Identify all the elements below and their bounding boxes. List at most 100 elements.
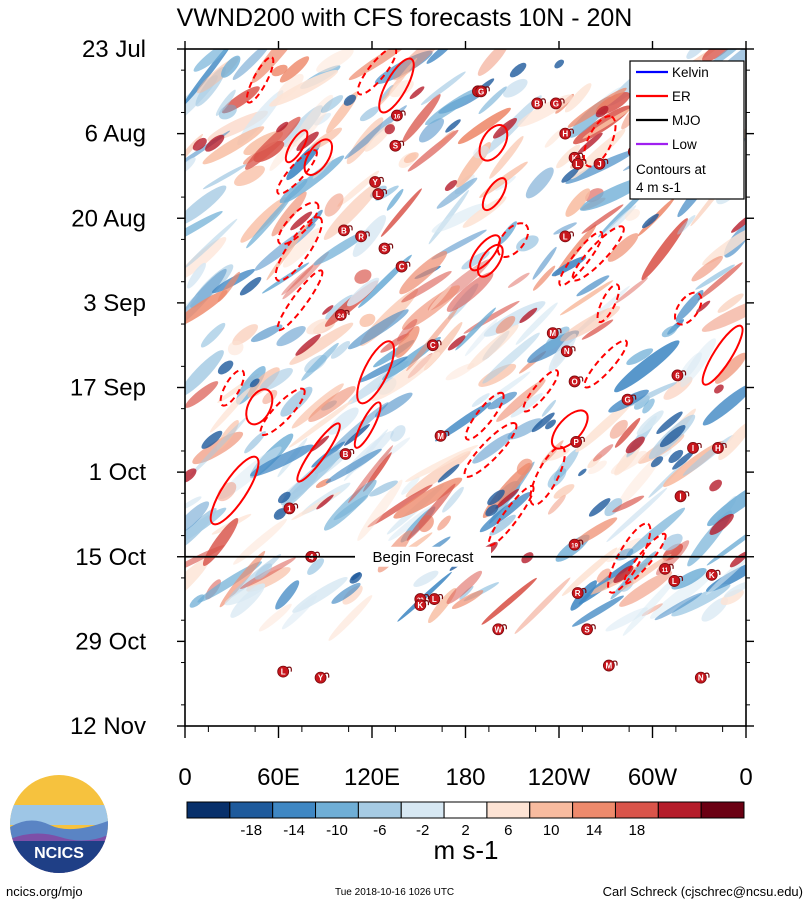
storm-label: Y [372, 178, 378, 187]
storm-label: L [575, 160, 580, 169]
storm-label: S [382, 244, 388, 253]
storm-label: B [534, 99, 540, 108]
colorbar-swatch [443, 801, 488, 819]
storm-label: G [553, 99, 559, 108]
colorbar-units: m s-1 [433, 835, 499, 865]
storm-marker: R [571, 587, 587, 599]
storm-marker: P [570, 436, 585, 448]
storm-marker: C [426, 339, 442, 352]
storm-marker: 24 [334, 309, 350, 321]
storm-marker: L [668, 575, 684, 587]
storm-marker: T [582, 727, 596, 738]
colorbar-tick-label: 2 [461, 822, 469, 839]
storm-marker: G [621, 393, 637, 406]
storm-marker: M [602, 659, 618, 672]
storm-label: H [715, 444, 721, 453]
footer-url: ncics.org/mjo [6, 884, 83, 899]
storm-marker: 19 [568, 538, 584, 551]
storm-marker: B [338, 224, 353, 237]
storm-marker: S [389, 139, 405, 152]
storm-label: K [709, 571, 715, 580]
storm-marker: L [571, 157, 587, 170]
colorbar-tick-label: 6 [504, 822, 512, 839]
x-tick-label: 60W [628, 764, 678, 791]
legend-entry-er: ER [672, 89, 691, 104]
colorbar-swatch [357, 801, 402, 819]
storm-label: L [432, 595, 437, 604]
storm-label: L [281, 668, 286, 677]
storm-label: S [393, 142, 399, 151]
storm-label: R [575, 589, 581, 598]
y-tick-label: 1 Oct [89, 459, 147, 486]
y-tick-label: 29 Oct [75, 628, 146, 655]
colorbar-tick-label: -18 [240, 822, 262, 839]
colorbar-tick-label: -6 [373, 822, 386, 839]
y-tick-label: 3 Sep [83, 290, 146, 317]
storm-marker: W [492, 623, 507, 636]
storm-markers: GGBG16HSJKJLYLBRSC24LCMNOG6PMIHBI1194T11… [277, 85, 727, 738]
storm-label: M [606, 662, 613, 671]
storm-marker: L [277, 665, 292, 678]
x-tick-label: 60E [257, 764, 300, 791]
x-tick-label: 120E [344, 764, 400, 791]
storm-label: T [585, 728, 590, 737]
colorbar-swatch [229, 801, 274, 819]
storm-label: P [573, 438, 579, 447]
storm-marker: S [378, 242, 394, 255]
storm-marker: L [559, 230, 574, 243]
storm-marker: H [559, 127, 574, 140]
storm-marker: B [339, 448, 355, 460]
storm-label: 24 [337, 314, 344, 320]
storm-label: M [549, 329, 556, 338]
x-tick-label: 120W [528, 764, 591, 791]
storm-marker: N [560, 345, 576, 358]
storm-label: L [672, 577, 677, 586]
storm-marker: M [434, 429, 450, 442]
storm-marker: 1 [283, 502, 299, 515]
y-tick-label: 12 Nov [70, 713, 146, 740]
storm-label: 11 [662, 568, 669, 574]
y-tick-label: 23 Jul [82, 36, 146, 63]
storm-marker: M [546, 327, 562, 339]
storm-marker: G [475, 85, 490, 98]
storm-marker: Y [314, 671, 330, 684]
storm-label: 16 [394, 114, 401, 120]
colorbar-swatch [272, 801, 317, 819]
chart-title: VWND200 with CFS forecasts 10N - 20N [176, 4, 633, 32]
storm-marker: 11 [659, 562, 674, 575]
colorbar-tick-label: 18 [629, 822, 646, 839]
legend-entry-mjo: MJO [672, 113, 701, 128]
colorbar-tick-label: -14 [283, 822, 305, 839]
x-tick-label: 180 [445, 764, 485, 791]
legend-entry-kelvin: Kelvin [672, 65, 709, 80]
storm-marker: H [712, 442, 727, 454]
colorbar-swatch [186, 801, 231, 819]
storm-label: Y [318, 674, 324, 683]
storm-label: C [399, 263, 405, 272]
storm-marker: K [705, 568, 721, 581]
footer-author: Carl Schreck (cjschrec@ncsu.edu) [602, 884, 803, 899]
storm-label: J [597, 160, 601, 169]
colorbar-tick-label: 10 [543, 822, 560, 839]
storm-marker: J [593, 157, 609, 170]
storm-marker: 16 [391, 109, 406, 122]
storm-label: G [478, 87, 484, 96]
colorbar-swatch [529, 801, 574, 819]
storm-label: 1 [287, 504, 292, 513]
storm-label: L [563, 232, 568, 241]
colorbar-swatch [657, 801, 702, 819]
storm-marker: B [531, 97, 546, 110]
x-tick-label: 0 [178, 764, 191, 791]
storm-label: O [571, 377, 577, 386]
storm-label: K [417, 601, 423, 610]
storm-label: C [430, 341, 436, 350]
storm-label: B [343, 450, 349, 459]
storm-label: M [437, 432, 444, 441]
footer-timestamp: Tue 2018-10-16 1026 UTC [335, 887, 455, 898]
colorbar-swatch [700, 801, 745, 819]
x-tick-label: 0 [739, 764, 752, 791]
legend: Kelvin ER MJO Low Contours at 4 m s-1 [629, 60, 745, 200]
storm-label: L [376, 190, 381, 199]
storm-marker: L [372, 188, 387, 200]
